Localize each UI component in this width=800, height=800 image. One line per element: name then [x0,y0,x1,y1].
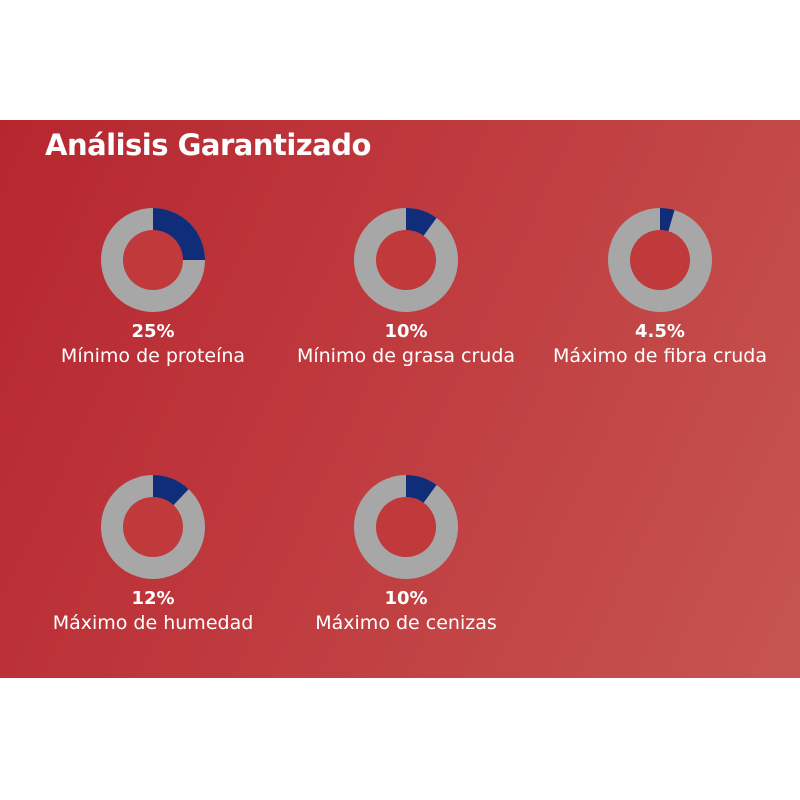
donut-hole [123,230,183,290]
metric-value: 10% [384,588,428,609]
metric-ash: 10% Máximo de cenizas [286,474,526,637]
donut-hole [123,497,183,557]
donut-chart-protein [101,208,205,312]
page-title: Análisis Garantizado [45,128,371,162]
donut-hole [630,230,690,290]
metric-value: 12% [131,588,175,609]
analysis-panel: Análisis Garantizado 25% Mínimo de prote… [0,120,800,678]
metric-moisture: 12% Máximo de humedad [33,474,273,637]
metric-label: Máximo de cenizas [315,612,497,634]
metric-label: Mínimo de proteína [60,345,246,367]
metric-value: 4.5% [635,321,685,342]
donut-chart-fiber [608,208,712,312]
donut-chart-fat [354,208,458,312]
metric-value: 25% [131,321,175,342]
metric-label: Mínimo de grasa cruda [296,345,516,367]
metric-fiber: 4.5% Máximo de fibra cruda [540,207,780,370]
metric-value: 10% [384,321,428,342]
metric-label: Máximo de fibra cruda [552,345,768,367]
metric-fat: 10% Mínimo de grasa cruda [286,207,526,370]
donut-hole [376,230,436,290]
metric-protein: 25% Mínimo de proteína [33,207,273,370]
donut-hole [376,497,436,557]
donut-chart-ash [354,475,458,579]
metric-label: Máximo de humedad [52,612,254,634]
donut-chart-moisture [101,475,205,579]
